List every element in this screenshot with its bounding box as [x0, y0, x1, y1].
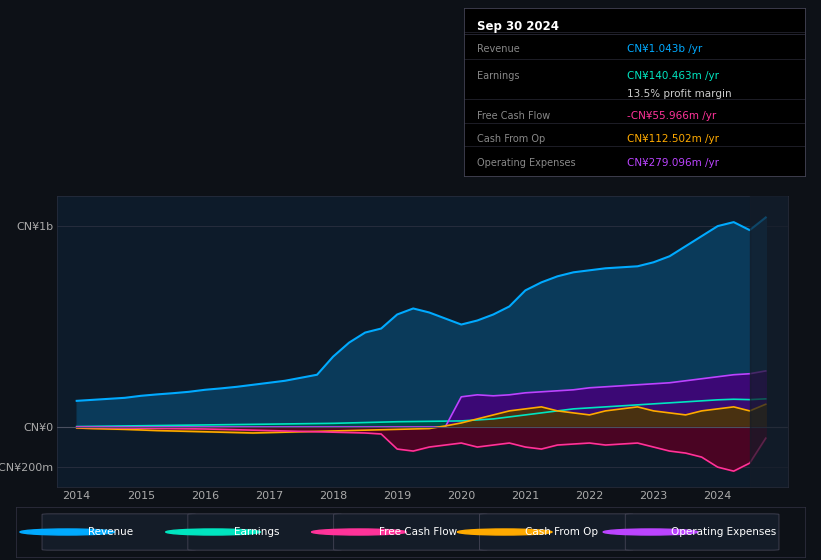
Text: CN¥112.502m /yr: CN¥112.502m /yr: [627, 134, 719, 144]
Text: Earnings: Earnings: [233, 527, 279, 537]
Text: Sep 30 2024: Sep 30 2024: [478, 20, 559, 33]
Circle shape: [20, 529, 115, 535]
Text: Free Cash Flow: Free Cash Flow: [379, 527, 457, 537]
FancyBboxPatch shape: [626, 514, 779, 550]
FancyBboxPatch shape: [42, 514, 195, 550]
Circle shape: [312, 529, 406, 535]
Text: Cash From Op: Cash From Op: [525, 527, 599, 537]
Circle shape: [166, 529, 260, 535]
Circle shape: [457, 529, 552, 535]
Text: CN¥140.463m /yr: CN¥140.463m /yr: [627, 71, 719, 81]
Text: -CN¥55.966m /yr: -CN¥55.966m /yr: [627, 111, 717, 121]
Text: Earnings: Earnings: [478, 71, 520, 81]
FancyBboxPatch shape: [188, 514, 342, 550]
Text: Free Cash Flow: Free Cash Flow: [478, 111, 551, 121]
Text: Revenue: Revenue: [478, 44, 521, 54]
Circle shape: [603, 529, 698, 535]
FancyBboxPatch shape: [479, 514, 633, 550]
Bar: [750, 196, 788, 487]
Text: Operating Expenses: Operating Expenses: [671, 527, 776, 537]
FancyBboxPatch shape: [333, 514, 488, 550]
Text: CN¥1.043b /yr: CN¥1.043b /yr: [627, 44, 703, 54]
Text: 13.5% profit margin: 13.5% profit margin: [627, 89, 732, 99]
Text: Operating Expenses: Operating Expenses: [478, 158, 576, 168]
Text: Revenue: Revenue: [88, 527, 133, 537]
Text: CN¥279.096m /yr: CN¥279.096m /yr: [627, 158, 719, 168]
Text: Cash From Op: Cash From Op: [478, 134, 546, 144]
